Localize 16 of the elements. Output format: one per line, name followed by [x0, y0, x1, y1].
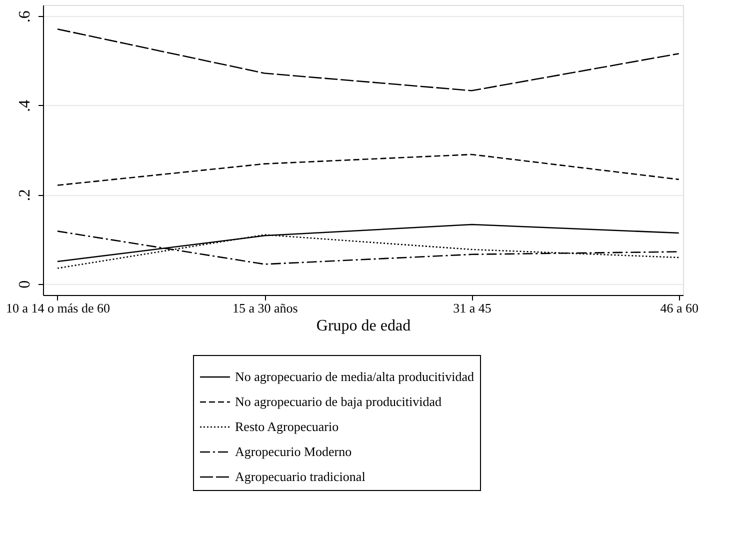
- x-tick-label: 31 a 45: [453, 300, 492, 316]
- y-tick-label: 0: [16, 280, 34, 288]
- legend-label: No agropecuario de media/alta producitividad: [235, 369, 474, 384]
- x-tick-label: 46 a 60: [660, 300, 698, 316]
- legend-label: Agropecuario tradicional: [235, 469, 366, 484]
- y-tick-label: .2: [16, 189, 34, 202]
- x-tick-label: 15 a 30 años: [232, 300, 298, 316]
- legend-label: No agropecuario de baja producitividad: [235, 394, 442, 409]
- y-tick-label: .6: [16, 10, 34, 23]
- legend-label: Agropecurio Moderno: [235, 444, 352, 459]
- y-tick-label: .4: [16, 100, 34, 112]
- x-axis-title: Grupo de edad: [316, 318, 411, 334]
- x-tick-label: 10 a 14 o más de 60: [6, 300, 110, 316]
- legend-label: Resto Agropecuario: [235, 419, 339, 434]
- line-series: [56, 28, 680, 92]
- line-series: [56, 154, 680, 186]
